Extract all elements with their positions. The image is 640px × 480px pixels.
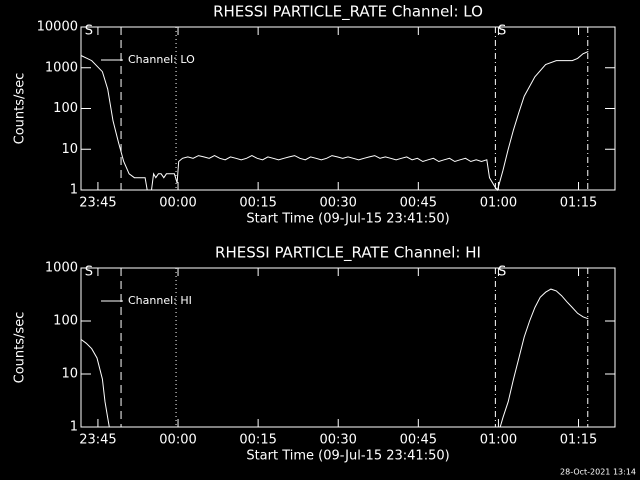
x-tick-label: 01:15 xyxy=(560,196,597,211)
annotation: S xyxy=(498,24,506,39)
x-tick-label: 01:00 xyxy=(480,433,517,448)
x-tick-label: 00:15 xyxy=(239,433,276,448)
x-axis-label: Start Time (09-Jul-15 23:41:50) xyxy=(246,212,449,227)
x-tick-label: 00:30 xyxy=(319,196,356,211)
legend-label: Channel: HI xyxy=(128,294,192,307)
x-tick-label: 00:00 xyxy=(159,433,196,448)
timestamp: 28-Oct-2021 13:14 xyxy=(560,468,636,477)
y-tick-label: 1000 xyxy=(45,261,78,276)
plot-frame xyxy=(80,267,616,428)
chart-title: RHESSI PARTICLE_RATE Channel: LO xyxy=(213,3,483,22)
y-tick-label: 10 xyxy=(61,367,78,382)
x-tick-label: 00:45 xyxy=(400,433,437,448)
legend-label: Channel: LO xyxy=(128,53,195,66)
data-line xyxy=(80,288,589,428)
x-tick-label: 23:45 xyxy=(79,196,116,211)
x-tick-label: 00:45 xyxy=(400,196,437,211)
y-tick-label: 100 xyxy=(53,314,78,329)
data-line xyxy=(80,51,589,192)
y-tick-label: 100 xyxy=(53,101,78,116)
chart-title: RHESSI PARTICLE_RATE Channel: HI xyxy=(215,244,481,263)
y-axis-label: Counts/sec xyxy=(13,73,28,145)
annotation: S xyxy=(85,265,93,280)
y-tick-label: 1 xyxy=(70,420,78,435)
x-tick-label: 23:45 xyxy=(79,433,116,448)
y-axis-label: Counts/sec xyxy=(13,312,28,384)
annotation: S xyxy=(85,24,93,39)
x-tick-label: 01:15 xyxy=(560,433,597,448)
annotation: S xyxy=(498,265,506,280)
x-tick-label: 01:00 xyxy=(480,196,517,211)
x-tick-label: 00:00 xyxy=(159,196,196,211)
x-axis-label: Start Time (09-Jul-15 23:41:50) xyxy=(246,449,449,464)
x-tick-label: 00:30 xyxy=(319,433,356,448)
y-tick-label: 10000 xyxy=(37,20,78,35)
y-tick-label: 1000 xyxy=(45,60,78,75)
y-tick-label: 10 xyxy=(61,142,78,157)
x-tick-label: 00:15 xyxy=(239,196,276,211)
y-tick-label: 1 xyxy=(70,183,78,198)
